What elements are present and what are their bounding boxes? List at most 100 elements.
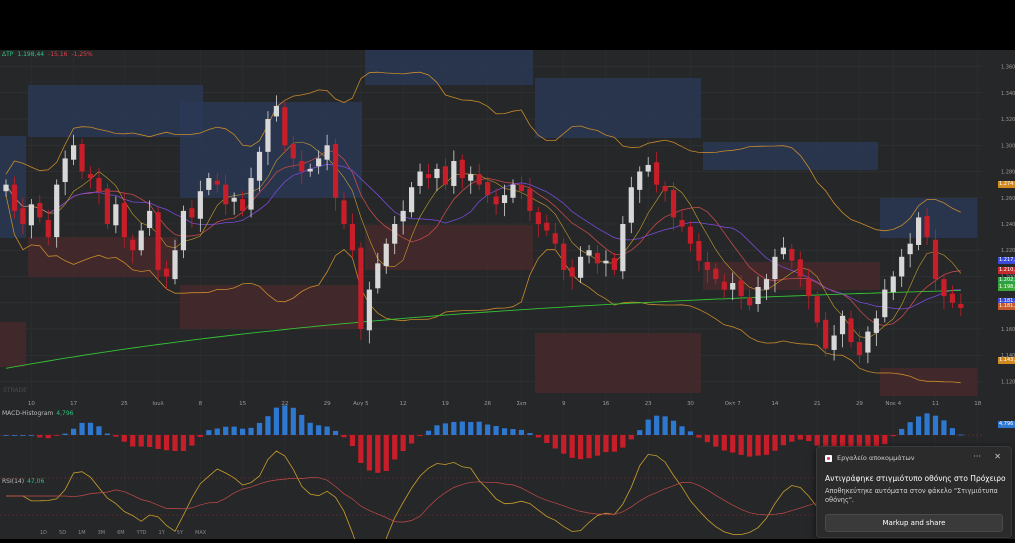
candle (28, 204, 34, 226)
x-tick-label: 25 (121, 401, 128, 407)
macd-bar (696, 435, 702, 438)
candle (949, 293, 955, 303)
timeframe-button[interactable]: 1M (78, 530, 86, 536)
candle (442, 166, 448, 185)
candle (713, 268, 719, 280)
zone-rect (365, 225, 533, 270)
macd-bar (248, 427, 254, 435)
candle (916, 217, 922, 245)
zone-rect (365, 50, 533, 85)
price-tag: 1.210,52 (998, 267, 1015, 274)
macd-bar (37, 435, 43, 438)
candle (890, 276, 896, 293)
candle (468, 174, 474, 181)
macd-bar (104, 433, 110, 435)
macd-bar (763, 435, 770, 455)
macd-bar (569, 435, 575, 458)
candle (197, 191, 203, 219)
candle (603, 260, 609, 264)
macd-bar (273, 407, 279, 435)
macd-bar (654, 415, 660, 435)
y-tick-label: 1.220 (1001, 248, 1015, 254)
macd-bar (493, 426, 499, 435)
candle (37, 203, 43, 218)
ma-green-line (5, 289, 961, 369)
candle (670, 189, 677, 218)
snip-notification[interactable]: Εργαλείο αποκομμάτων ··· ✕ Αντιγράφηκε σ… (816, 446, 1012, 538)
candle (155, 212, 161, 270)
zone-rect (703, 142, 878, 170)
x-tick-label: 17 (70, 401, 77, 407)
macd-bar (882, 435, 888, 445)
timeframe-button[interactable]: 1D (40, 530, 48, 536)
macd-bar (332, 430, 339, 435)
candle (54, 184, 60, 238)
macd-bar (679, 426, 685, 435)
more-options-icon[interactable]: ··· (973, 452, 981, 461)
macd-bar (476, 421, 482, 435)
candle (104, 188, 110, 224)
macd-value: 4,796 (56, 410, 74, 417)
macd-bar (87, 422, 94, 435)
price-tag: 1.181,20 (998, 303, 1015, 310)
x-tick-label: 30 (687, 401, 694, 407)
chart-area[interactable]: 1.360 1.340 1.320 1.300 1.280 1.260 1.240 1.220… (0, 50, 1015, 543)
y-tick-label: 1.360 (1001, 65, 1015, 71)
markup-and-share-button[interactable]: Markup and share (825, 514, 1003, 532)
candle (214, 180, 220, 185)
macd-bar (130, 435, 136, 447)
x-tick-label: 21 (814, 401, 821, 407)
rsi-label: RSI(14) 47,06 (2, 478, 44, 485)
macd-bar (316, 425, 322, 435)
macd-bar (848, 435, 854, 455)
timeframe-button[interactable]: 1Y (158, 530, 165, 536)
macd-bar (79, 422, 85, 435)
candle (518, 184, 525, 192)
candle (932, 239, 939, 280)
macd-bar (620, 435, 626, 448)
timeframe-button[interactable]: 5D (59, 530, 67, 536)
macd-bar (11, 435, 18, 436)
candle (865, 331, 871, 353)
macd-bar (611, 435, 617, 452)
candle (375, 263, 381, 289)
macd-bar (341, 435, 347, 438)
candle (223, 184, 229, 205)
macd-bar (958, 434, 964, 436)
macd-bar (924, 413, 930, 435)
zone-rect (535, 333, 701, 393)
zone-rect (535, 78, 701, 138)
timeframe-button[interactable]: 6M (117, 530, 125, 536)
candle (425, 174, 432, 179)
candle (772, 256, 778, 280)
timeframe-button[interactable]: MAX (195, 530, 207, 536)
notification-app-name: Εργαλείο αποκομμάτων (837, 454, 915, 462)
chart-svg[interactable]: 1.360 1.340 1.320 1.300 1.280 1.260 1.240 1.220… (0, 50, 1015, 543)
rsi-value: 47,06 (27, 478, 45, 485)
macd-bar (256, 422, 263, 435)
macd-bar (797, 435, 803, 440)
zone-rect (180, 285, 363, 329)
macd-bar (747, 435, 753, 457)
x-tick-label: 10 (28, 401, 35, 407)
x-tick-label: 29 (856, 401, 863, 407)
candle (79, 143, 85, 172)
y-tick-label: 1.140 (1001, 353, 1015, 359)
candle (696, 241, 702, 261)
timeframe-button[interactable]: 3M (97, 530, 106, 536)
timeframe-button[interactable]: YTD (136, 530, 147, 536)
candle (611, 258, 617, 270)
notification-body: Αποθηκεύτηκε αυτόματα στον φάκελο "Στιγμ… (825, 487, 998, 504)
candle (71, 145, 77, 160)
price-tag: 1.143,4 (998, 357, 1015, 364)
rsi-title: RSI(14) (2, 478, 25, 485)
candle (290, 143, 296, 159)
candle (121, 203, 127, 238)
candle (459, 159, 465, 179)
timeframe-button[interactable]: 5Y (176, 530, 184, 536)
candle (476, 174, 482, 185)
x-tick-label: Αυγ 5 (353, 401, 369, 407)
close-icon[interactable]: ✕ (994, 452, 1001, 461)
candle (434, 168, 440, 179)
x-tick-label: 14 (771, 401, 778, 407)
